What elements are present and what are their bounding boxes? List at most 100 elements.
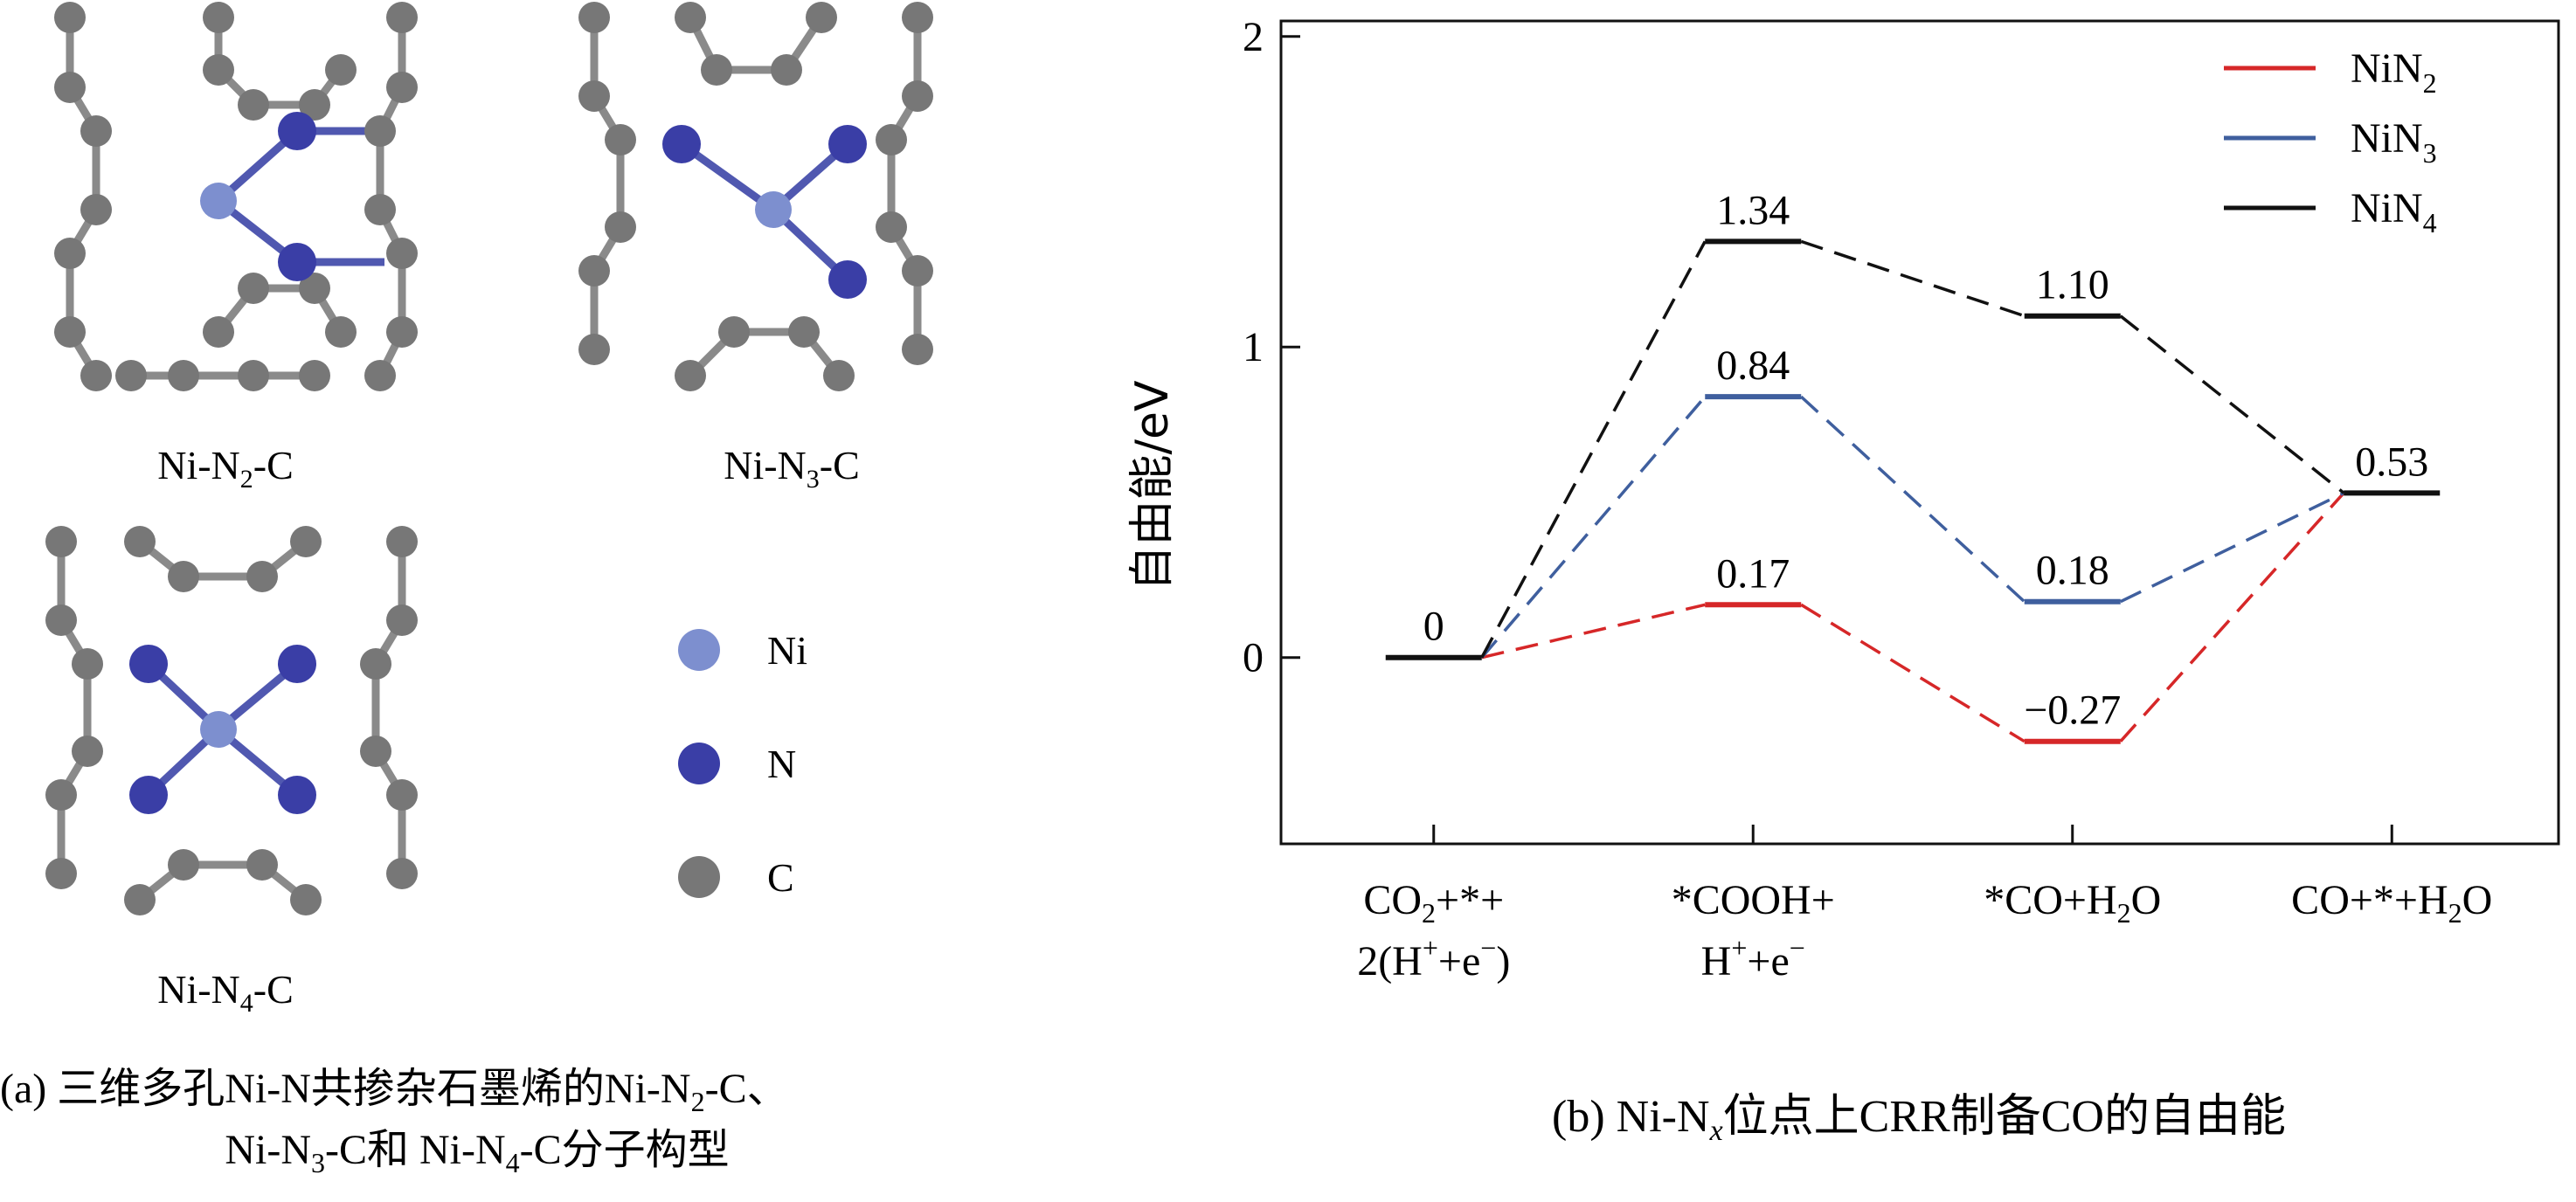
carbon-atom	[246, 849, 278, 881]
carbon-atom	[360, 736, 391, 767]
carbon-atom	[902, 80, 933, 112]
atom-legend-swatch-n	[678, 743, 720, 784]
carbon-atom	[45, 526, 77, 557]
x-category-label: *CO+H2O	[1984, 877, 2161, 929]
carbon-atom	[54, 72, 86, 103]
nickel-atom	[755, 191, 792, 228]
legend-label-nin3: NiN3	[2351, 115, 2437, 169]
connector-nin4-1	[1800, 239, 2025, 318]
carbon-atom	[290, 526, 322, 557]
nickel-atom	[200, 711, 237, 748]
carbon-atom	[360, 648, 391, 680]
carbon-atom	[718, 316, 750, 348]
carbon-atom	[325, 316, 357, 348]
legend-label-nin2: NiN2	[2351, 45, 2437, 99]
caption-a-line1: (a) 三维多孔Ni-N共掺杂石墨烯的Ni-N2-C、	[0, 1066, 789, 1117]
ni-n3-c-structure	[578, 2, 933, 391]
carbon-atom	[246, 561, 278, 592]
atom-legend-swatch-ni	[678, 629, 720, 671]
panel-b-free-energy-chart: 0 1 2 CO2+*+2(H++e−) *COOH+ H++e− *CO+H2O CO+*…	[1126, 14, 2560, 1147]
carbon-atom	[54, 316, 86, 348]
carbon-atom	[168, 561, 199, 592]
carbon-atom	[386, 316, 418, 348]
atom-legend-label-n: N	[767, 742, 796, 786]
carbon-atom	[605, 124, 636, 155]
connector-nin3-1	[1800, 395, 2025, 604]
level-value-label: −0.27	[2024, 687, 2121, 734]
carbon-atom	[115, 360, 147, 391]
carbon-atom	[675, 360, 706, 391]
carbon-atom	[386, 526, 418, 557]
caption-a-line2: Ni-N3-C和 Ni-N4-C分子构型	[225, 1127, 729, 1178]
carbon-atom	[72, 648, 103, 680]
label-ni-n4-c: Ni-N4-C	[157, 967, 294, 1018]
nitrogen-atom	[828, 125, 867, 163]
carbon-atom	[203, 54, 234, 86]
atom-legend-swatch-c	[678, 856, 720, 898]
carbon-atom	[605, 211, 636, 243]
nitrogen-atom	[662, 125, 701, 163]
label-ni-n2-c: Ni-N2-C	[157, 443, 294, 494]
carbon-atom	[876, 124, 907, 155]
carbon-atom	[771, 54, 802, 86]
carbon-atom	[902, 2, 933, 33]
carbon-atom	[386, 72, 418, 103]
x-category-label: *COOH+	[1672, 877, 1835, 923]
atom-legend: Ni N C	[678, 628, 807, 900]
carbon-atom	[364, 360, 396, 391]
carbon-atom	[168, 849, 199, 881]
x-category-label: CO+*+H2O	[2291, 877, 2492, 929]
carbon-atom	[902, 255, 933, 287]
carbon-atom	[45, 604, 77, 636]
carbon-atom	[124, 526, 156, 557]
level-value-label: 1.34	[1716, 187, 1790, 233]
carbon-atom	[806, 2, 837, 33]
connector-nin2-2	[2119, 492, 2345, 743]
carbon-atom	[386, 604, 418, 636]
carbon-atom	[386, 858, 418, 889]
ni-n2-c-structure	[54, 2, 418, 391]
level-value-label: 0.17	[1716, 550, 1790, 597]
carbon-atom	[45, 779, 77, 811]
connector-nin2-1	[1800, 603, 2025, 743]
y-axis-label: 自由能/eV	[1126, 380, 1179, 591]
carbon-atom	[203, 316, 234, 348]
x-category-label: H++e−	[1701, 932, 1805, 984]
chart-legend: NiN2 NiN3 NiN4	[2224, 45, 2437, 238]
carbon-atom	[823, 360, 855, 391]
carbon-atom	[72, 736, 103, 767]
carbon-atom	[675, 2, 706, 33]
level-value-label: 0.53	[2355, 439, 2428, 485]
carbon-atom	[238, 89, 269, 121]
carbon-atom	[578, 255, 610, 287]
nitrogen-atom	[278, 776, 316, 814]
connector-nin4-0	[1480, 240, 1707, 659]
carbon-atom	[788, 316, 820, 348]
nitrogen-atom	[278, 243, 316, 281]
connector-nin3-0	[1480, 395, 1707, 659]
carbon-atom	[299, 89, 330, 121]
carbon-atom	[701, 54, 732, 86]
y-tick-label: 1	[1243, 324, 1264, 370]
level-value-label: 0.84	[1716, 342, 1790, 389]
ni-n4-c-structure	[45, 526, 418, 915]
carbon-atom	[578, 334, 610, 365]
connector-nin2-0	[1481, 603, 1706, 660]
carbon-atom	[45, 858, 77, 889]
nitrogen-atom	[129, 645, 168, 683]
legend-label-nin4: NiN4	[2351, 185, 2437, 238]
carbon-atom	[238, 360, 269, 391]
level-value-label: 0	[1423, 604, 1444, 650]
panel-a-molecular-structures: Ni-N2-C Ni-N3-C Ni-N4-C Ni N C (a) 三维多孔Ni-…	[0, 2, 933, 1178]
atom-legend-label-ni: Ni	[767, 628, 807, 673]
energy-level-labels: 0 0.17 0.84 1.34 −0.27 0.18 1.10 0.53	[1423, 187, 2429, 733]
carbon-atom	[54, 2, 86, 33]
y-axis: 0 1 2	[1243, 14, 1300, 681]
energy-levels	[1385, 238, 2441, 744]
carbon-atom	[80, 360, 112, 391]
x-category-label: 2(H++e−)	[1357, 932, 1510, 984]
carbon-atom	[299, 273, 330, 304]
nickel-atom	[200, 183, 237, 219]
carbon-atom	[876, 211, 907, 243]
